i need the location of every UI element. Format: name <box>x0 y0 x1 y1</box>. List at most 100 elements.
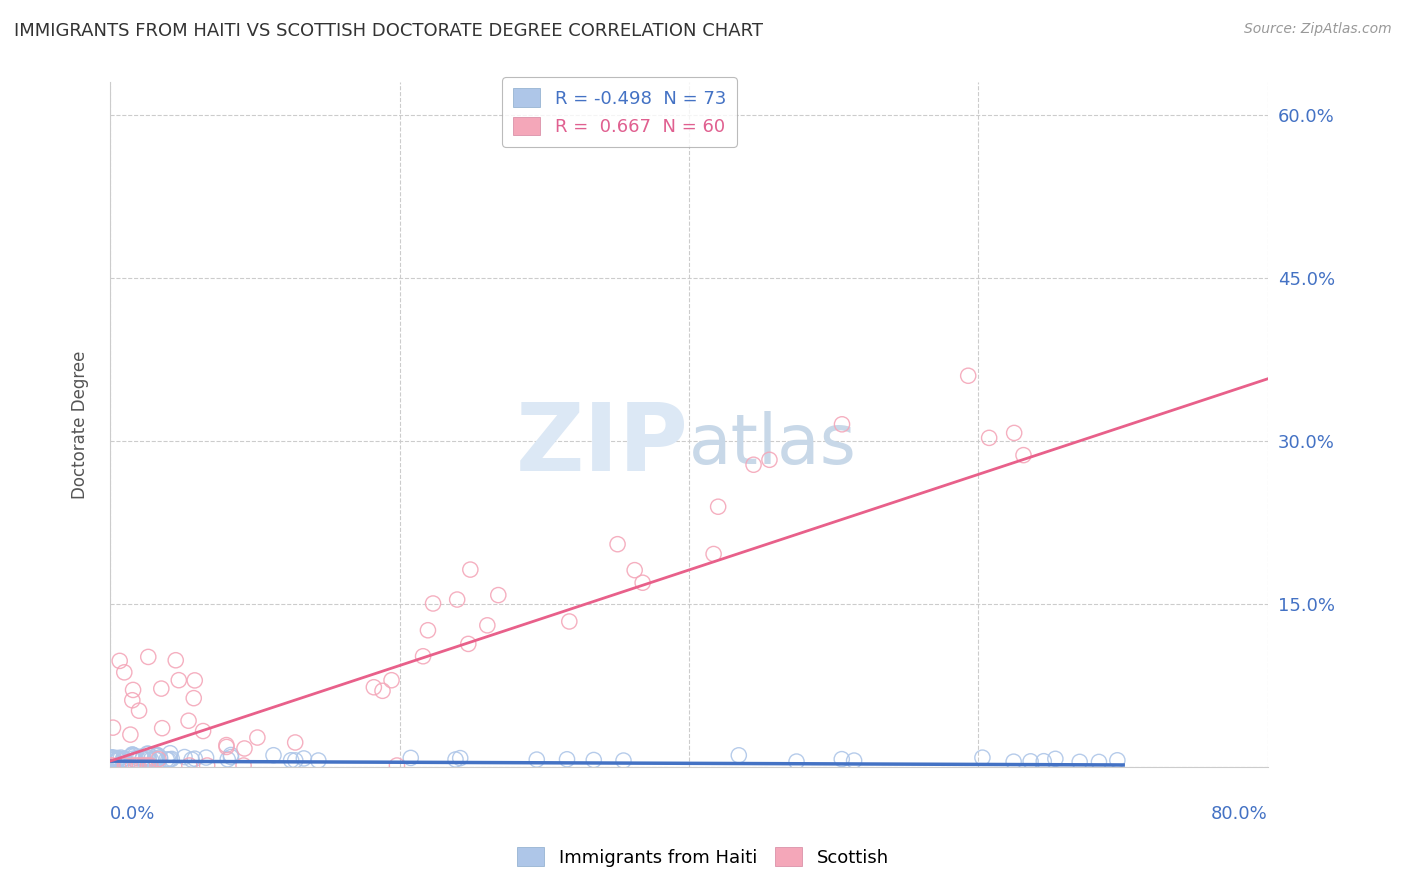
Point <box>143 751 166 765</box>
Point <box>148 752 170 766</box>
Point <box>136 747 159 761</box>
Point <box>972 750 994 764</box>
Point <box>138 747 160 761</box>
Point <box>177 714 200 728</box>
Point <box>195 750 218 764</box>
Point <box>612 754 634 768</box>
Point <box>1069 755 1091 769</box>
Point <box>232 758 254 772</box>
Point <box>122 752 145 766</box>
Point <box>217 752 239 766</box>
Point <box>380 673 402 688</box>
Point <box>159 752 181 766</box>
Point <box>707 500 730 514</box>
Point <box>122 758 145 772</box>
Point <box>416 624 439 638</box>
Point <box>195 758 218 772</box>
Point <box>284 735 307 749</box>
Point <box>132 751 155 765</box>
Point <box>631 575 654 590</box>
Point <box>120 749 142 764</box>
Point <box>1088 755 1111 769</box>
Point <box>138 752 160 766</box>
Point <box>1019 755 1042 769</box>
Point <box>957 368 980 383</box>
Point <box>449 751 471 765</box>
Point <box>399 751 422 765</box>
Point <box>457 637 479 651</box>
Point <box>831 417 853 432</box>
Point <box>145 753 167 767</box>
Point <box>121 693 143 707</box>
Point <box>146 748 169 763</box>
Point <box>132 752 155 766</box>
Point <box>842 754 865 768</box>
Point <box>105 753 128 767</box>
Point <box>131 758 153 772</box>
Point <box>108 654 131 668</box>
Point <box>477 618 499 632</box>
Point <box>219 747 242 762</box>
Point <box>191 724 214 739</box>
Point <box>139 753 162 767</box>
Text: IMMIGRANTS FROM HAITI VS SCOTTISH DOCTORATE DEGREE CORRELATION CHART: IMMIGRANTS FROM HAITI VS SCOTTISH DOCTOR… <box>14 22 763 40</box>
Point <box>127 751 149 765</box>
Text: 80.0%: 80.0% <box>1211 805 1268 823</box>
Point <box>623 563 645 577</box>
Point <box>184 673 207 688</box>
Point <box>157 753 180 767</box>
Point <box>307 754 329 768</box>
Point <box>100 753 122 767</box>
Point <box>159 746 181 760</box>
Point <box>100 751 122 765</box>
Point <box>103 751 125 765</box>
Point <box>105 751 128 765</box>
Point <box>121 747 143 762</box>
Point <box>100 750 122 764</box>
Point <box>138 751 160 765</box>
Point <box>179 758 201 772</box>
Point <box>139 758 162 772</box>
Point <box>150 721 173 735</box>
Point <box>742 458 765 472</box>
Point <box>122 682 145 697</box>
Point <box>526 753 548 767</box>
Point <box>215 739 238 754</box>
Point <box>1002 755 1025 769</box>
Point <box>111 752 134 766</box>
Point <box>150 681 173 696</box>
Point <box>422 597 444 611</box>
Point <box>184 752 207 766</box>
Text: ZIP: ZIP <box>516 399 689 491</box>
Point <box>107 752 129 766</box>
Point <box>180 753 202 767</box>
Point <box>831 752 853 766</box>
Point <box>444 752 467 766</box>
Point <box>108 751 131 765</box>
Point <box>122 747 145 762</box>
Point <box>149 751 172 765</box>
Point <box>100 758 122 772</box>
Legend: Immigrants from Haiti, Scottish: Immigrants from Haiti, Scottish <box>510 840 896 874</box>
Point <box>145 749 167 764</box>
Point <box>156 752 179 766</box>
Point <box>120 728 142 742</box>
Point <box>136 758 159 772</box>
Point <box>112 752 135 766</box>
Point <box>703 547 725 561</box>
Point <box>101 721 124 735</box>
Point <box>412 649 434 664</box>
Point <box>136 649 159 664</box>
Point <box>1107 753 1129 767</box>
Point <box>1032 754 1054 768</box>
Legend: R = -0.498  N = 73, R =  0.667  N = 60: R = -0.498 N = 73, R = 0.667 N = 60 <box>502 78 737 147</box>
Point <box>558 615 581 629</box>
Text: 0.0%: 0.0% <box>110 805 156 823</box>
Point <box>160 752 183 766</box>
Point <box>110 750 132 764</box>
Point <box>385 758 408 772</box>
Point <box>292 751 315 765</box>
Point <box>167 673 190 688</box>
Point <box>284 753 307 767</box>
Point <box>979 431 1001 445</box>
